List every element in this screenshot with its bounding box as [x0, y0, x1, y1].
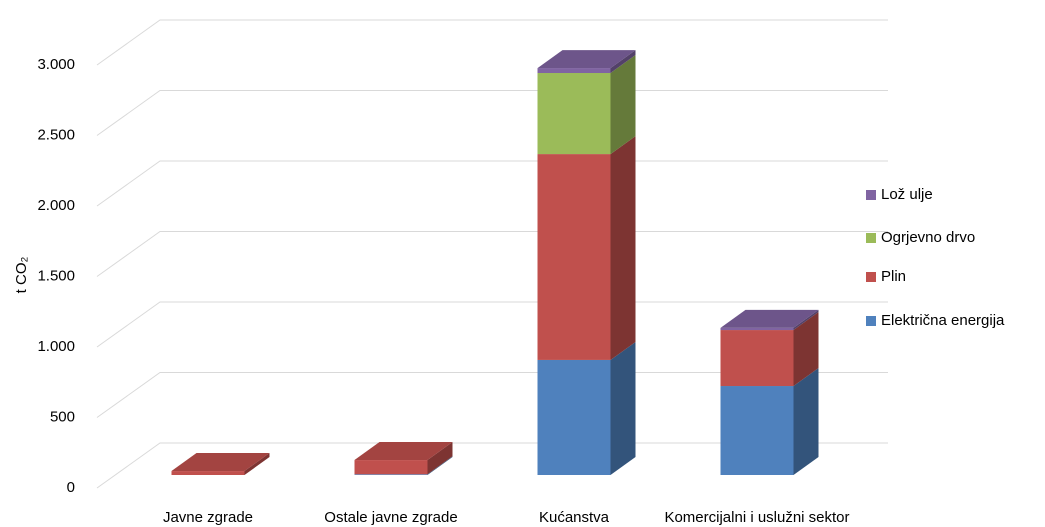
grid-line	[96, 442, 888, 489]
bar-front	[537, 73, 611, 155]
grid-line	[96, 19, 888, 66]
bar-top	[537, 50, 636, 69]
y-axis-label: t CO₂	[13, 257, 30, 294]
grid-line	[96, 301, 888, 348]
bar-side	[793, 312, 819, 387]
bar-side	[793, 309, 819, 331]
grid-line	[96, 160, 888, 207]
y-tick-label: 0	[67, 479, 75, 496]
bar-front	[354, 474, 428, 475]
grid-line	[96, 90, 888, 136]
bar-front	[720, 327, 794, 331]
bar-side	[610, 55, 636, 155]
grid-line	[96, 372, 888, 418]
legend-label: Plin	[881, 268, 906, 285]
legend-swatch	[866, 190, 876, 200]
x-tick-label: Ostale javne zgrade	[324, 509, 457, 526]
y-tick-label: 3.000	[37, 56, 75, 73]
legend-swatch	[866, 316, 876, 326]
bar-side	[610, 136, 636, 360]
bar-top	[720, 309, 819, 328]
bar-side	[427, 442, 453, 475]
legend-swatch	[866, 233, 876, 243]
bar-front	[171, 471, 245, 475]
y-tick-label: 1.000	[37, 338, 75, 355]
bar-front	[720, 386, 794, 475]
legend-label: Ogrjevno drvo	[881, 229, 975, 246]
bar-side	[610, 341, 636, 475]
bar-top	[354, 442, 453, 461]
y-tick-label: 500	[50, 408, 75, 425]
bar-front	[720, 330, 794, 387]
legend-swatch	[866, 272, 876, 282]
legend-label: Lož ulje	[881, 186, 933, 203]
x-tick-label: Javne zgrade	[163, 509, 253, 526]
bar-front	[537, 154, 611, 360]
y-tick-label: 2.500	[37, 126, 75, 143]
x-tick-label: Komercijalni i uslužni sektor	[664, 509, 849, 526]
bar-front	[537, 68, 611, 74]
bar-top	[171, 453, 270, 472]
bar-front	[354, 460, 428, 475]
bar-side	[610, 50, 636, 74]
grid-line	[96, 231, 888, 277]
bar-side	[244, 453, 270, 475]
bar-front	[537, 359, 611, 475]
legend-label: Električna energija	[881, 312, 1005, 329]
x-tick-label: Kućanstva	[539, 509, 610, 526]
y-tick-label: 1.500	[37, 267, 75, 284]
bar-side	[427, 456, 453, 475]
y-tick-label: 2.000	[37, 197, 75, 214]
bar-side	[793, 368, 819, 475]
